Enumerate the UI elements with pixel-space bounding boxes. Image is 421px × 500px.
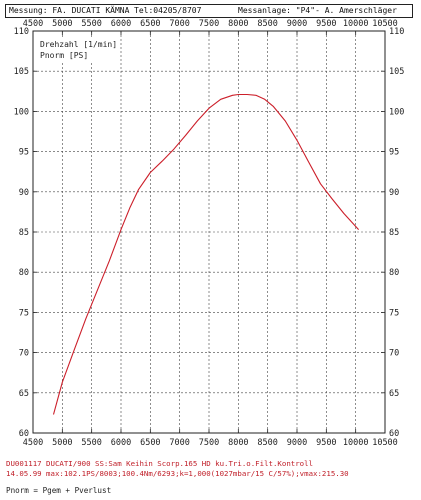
x-tick-label-top: 8500 (257, 19, 277, 29)
y-tick-label-right: 85 (389, 228, 399, 238)
x-tick-label-bottom: 9500 (316, 438, 336, 448)
y-tick-label-left: 60 (19, 429, 29, 439)
legend-entry: Pnorm [PS] (40, 51, 88, 60)
x-tick-label-bottom: 5500 (81, 438, 101, 448)
x-tick-label-top: 7500 (199, 19, 219, 29)
x-tick-label-bottom: 6500 (140, 438, 160, 448)
y-tick-label-right: 90 (389, 188, 399, 198)
y-tick-label-left: 100 (14, 107, 29, 117)
y-tick-label-left: 85 (19, 228, 29, 238)
y-tick-label-right: 95 (389, 148, 399, 158)
x-tick-label-top: 10000 (343, 19, 369, 29)
x-tick-label-top: 6500 (140, 19, 160, 29)
x-tick-label-bottom: 7000 (169, 438, 189, 448)
legend-background (37, 38, 103, 62)
x-tick-label-top: 8000 (228, 19, 248, 29)
x-tick-label-bottom: 5000 (52, 438, 72, 448)
x-tick-label-top: 9000 (287, 19, 307, 29)
x-tick-label-bottom: 6000 (111, 438, 131, 448)
y-tick-label-left: 110 (14, 27, 29, 37)
x-tick-label-bottom: 8000 (228, 438, 248, 448)
power-curve (52, 93, 360, 415)
y-tick-label-left: 80 (19, 268, 29, 278)
x-tick-label-top: 5500 (81, 19, 101, 29)
x-tick-label-bottom: 7500 (199, 438, 219, 448)
x-tick-label-top: 4500 (23, 19, 43, 29)
x-tick-label-top: 9500 (316, 19, 336, 29)
header-messung: Messung: FA. DUCATI KÄMNA (9, 6, 130, 15)
y-tick-label-left: 95 (19, 148, 29, 158)
y-tick-label-left: 90 (19, 188, 29, 198)
x-tick-label-top: 10500 (372, 19, 398, 29)
header-messanlage: Messanlage: "P4"- A. Amerschläger (238, 6, 397, 15)
y-tick-label-left: 75 (19, 308, 29, 318)
x-tick-label-bottom: 9000 (287, 438, 307, 448)
x-tick-label-top: 6000 (111, 19, 131, 29)
y-tick-label-right: 110 (389, 27, 404, 37)
y-tick-label-right: 100 (389, 107, 404, 117)
header-tel: Tel:04205/8707 (134, 6, 202, 15)
legend-entry: Drehzahl [1/min] (40, 40, 117, 49)
run-info-line-1: DU001117 DUCATI/900 SS:Sam Keihin Scorp.… (6, 459, 314, 468)
y-tick-label-right: 60 (389, 429, 399, 439)
measurement-header: Messung: FA. DUCATI KÄMNA Tel:04205/8707… (5, 4, 413, 18)
x-tick-label-top: 7000 (169, 19, 189, 29)
x-tick-label-bottom: 10500 (372, 438, 398, 448)
y-tick-label-right: 75 (389, 308, 399, 318)
run-info: DU001117 DUCATI/900 SS:Sam Keihin Scorp.… (6, 459, 416, 478)
run-info-line-2: 14.05.99 max:102.1PS/8003;100.4Nm/6293;k… (6, 468, 349, 478)
x-tick-label-bottom: 4500 (23, 438, 43, 448)
y-tick-label-right: 65 (389, 389, 399, 399)
y-tick-label-left: 65 (19, 389, 29, 399)
x-tick-label-top: 5000 (52, 19, 72, 29)
x-tick-label-bottom: 10000 (343, 438, 369, 448)
y-tick-label-left: 70 (19, 349, 29, 359)
y-tick-label-right: 70 (389, 349, 399, 359)
y-tick-label-right: 80 (389, 268, 399, 278)
y-tick-label-right: 105 (389, 67, 404, 77)
y-tick-label-left: 105 (14, 67, 29, 77)
x-tick-label-bottom: 8500 (257, 438, 277, 448)
power-formula: Pnorm = Pgem + Pverlust (6, 486, 112, 495)
